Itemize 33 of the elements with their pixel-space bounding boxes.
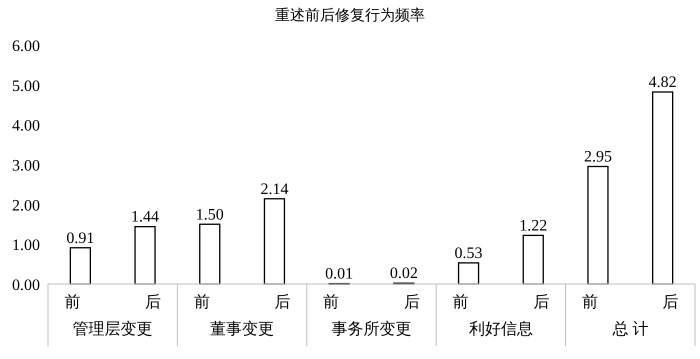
x-tick-label: 后 [274, 293, 290, 311]
x-tick-label: 前 [64, 293, 80, 311]
x-tick-label: 前 [582, 293, 598, 311]
y-tick-label: 5.00 [12, 78, 40, 95]
text: 利好信息 [468, 320, 533, 338]
chart-title: 重述前后修复行为频率 [275, 7, 425, 24]
x-tick-label: 后 [533, 293, 550, 311]
data-label: 1.50 [196, 206, 224, 224]
x-tick-label: 前 [194, 293, 210, 311]
data-label: 2.95 [584, 148, 612, 166]
x-tick-label: 前 [323, 293, 340, 311]
x-tick-label: 前 [452, 293, 469, 311]
data-label: 0.53 [454, 244, 483, 262]
y-tick-label: 3.00 [12, 158, 40, 174]
data-label: 0.02 [390, 265, 418, 282]
data-label: 1.44 [131, 208, 160, 226]
x-tick-label: 后 [404, 293, 420, 311]
data-label: 0.01 [325, 266, 354, 283]
text: 董事变更 [210, 320, 274, 338]
y-tick-label: 6.00 [12, 38, 40, 55]
y-tick-label: 0.00 [12, 277, 40, 294]
data-label: 4.82 [648, 74, 677, 92]
data-label: 0.91 [66, 230, 94, 247]
data-label: 1.22 [519, 217, 548, 234]
text: 事务所变更 [332, 320, 412, 338]
x-tick-label: 后 [145, 293, 162, 311]
x-tick-label: 后 [662, 293, 679, 311]
data-label: 2.14 [260, 180, 288, 198]
text: 管理层变更 [72, 320, 153, 338]
y-tick-label: 1.00 [12, 237, 40, 254]
y-tick-label: 2.00 [12, 197, 40, 214]
y-tick-label: 4.00 [12, 118, 40, 135]
text: 总 计 [611, 320, 648, 338]
